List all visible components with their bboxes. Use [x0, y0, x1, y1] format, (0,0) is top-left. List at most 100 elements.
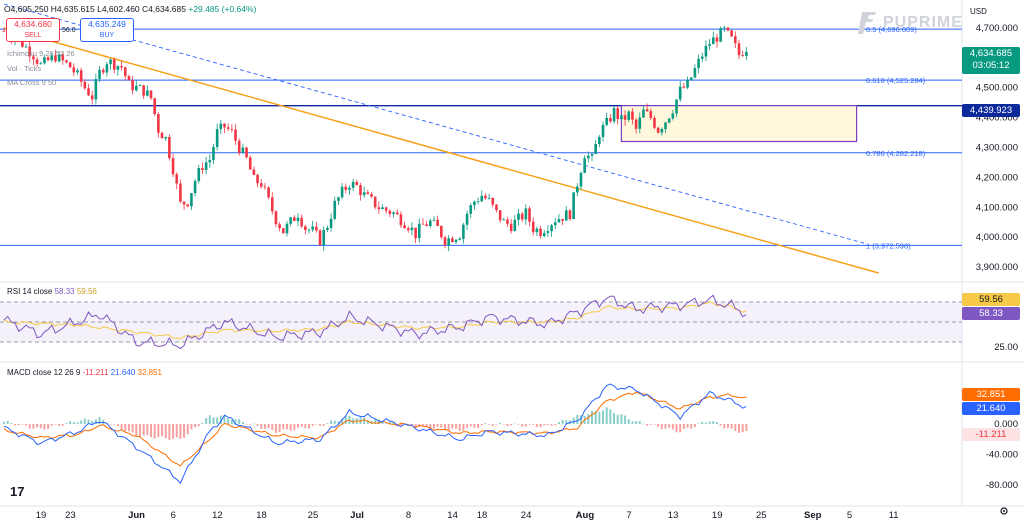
macd-histogram-bar [94, 419, 97, 424]
macd-histogram-bar [72, 422, 75, 424]
macd-histogram-bar [484, 423, 487, 424]
candle-body [362, 192, 366, 196]
candle-body [384, 207, 388, 211]
macd-histogram-bar [194, 424, 197, 428]
macd-histogram-bar [495, 424, 498, 425]
candle-body [708, 44, 711, 46]
candle-body [171, 158, 175, 175]
macd-histogram-bar [54, 424, 57, 425]
buy-label: BUY [99, 32, 115, 39]
macd-histogram-bar [344, 416, 347, 424]
signal-line [3, 391, 747, 467]
macd-histogram-bar [668, 424, 671, 428]
candle-body [83, 81, 87, 89]
candle-body [193, 181, 197, 194]
candle-body [322, 229, 326, 246]
macd-histogram-bar [432, 424, 435, 429]
candle-body [399, 214, 403, 226]
macd-histogram-bar [120, 424, 123, 430]
macd-histogram-bar [613, 413, 616, 424]
candle-body [686, 79, 689, 88]
candle-body [520, 213, 524, 220]
dashed-trendline [3, 3, 865, 244]
candle-body [263, 186, 267, 188]
macd-histogram-bar [256, 424, 259, 426]
candle-body [370, 193, 373, 197]
macd-line-label: 21.640 [110, 368, 136, 377]
candle-body [348, 187, 351, 190]
price-tick-label: 4,100.000 [976, 202, 1018, 213]
candle-body [201, 168, 204, 170]
macd-histogram-bar [638, 421, 641, 424]
macd-histogram-bar [561, 419, 564, 424]
candle-body [723, 27, 726, 29]
macd-histogram-bar [554, 424, 557, 426]
candle-body [745, 51, 748, 56]
macd-histogram-bar [370, 420, 373, 424]
indicator-volume[interactable]: Vol · Ticks [7, 64, 42, 73]
candle-body [498, 210, 502, 221]
candle-body [469, 205, 473, 214]
candle-body [157, 113, 160, 133]
candle-body [373, 196, 377, 208]
candle-body [326, 227, 329, 230]
macd-histogram-bar [138, 424, 141, 438]
candle-body [675, 99, 678, 114]
candle-body [550, 225, 553, 232]
candle-body [627, 111, 631, 120]
candle-body [164, 137, 167, 139]
price-tick-label: 4,700.000 [976, 23, 1018, 34]
macd-histogram-bar [208, 415, 211, 424]
macd-histogram-bar [32, 424, 35, 429]
rsi-tick-label: 25.00 [994, 342, 1018, 353]
candle-body [142, 85, 145, 96]
candle-body [734, 36, 737, 44]
macd-histogram-bar [201, 423, 204, 424]
macd-histogram-bar [161, 424, 164, 437]
macd-histogram-bar [480, 424, 483, 426]
macd-histogram-bar [230, 419, 233, 424]
brand-name: PUPRIME [883, 14, 963, 31]
buy-button[interactable]: 4,635.249 BUY [80, 18, 134, 42]
candle-body [160, 132, 164, 139]
candle-body [513, 219, 517, 231]
candle-body [458, 238, 461, 240]
candle-body [135, 85, 138, 91]
gear-icon[interactable] [999, 506, 1009, 516]
macd-histogram-bar [61, 424, 64, 426]
macd-tick-label: -80.000 [986, 480, 1018, 491]
macd-title: MACD close 12 26 9 -11.211 21.640 32.851 [7, 368, 162, 377]
candle-body [502, 219, 506, 221]
candle-body [645, 109, 649, 112]
macd-histogram-bar [708, 421, 711, 424]
macd-histogram-bar [616, 414, 619, 424]
sell-button[interactable]: 4,634.680 SELL [6, 18, 60, 42]
macd-histogram-bar [660, 424, 663, 430]
candle-body [487, 197, 491, 199]
candle-body [311, 226, 314, 230]
macd-histogram-bar [675, 424, 678, 433]
candle-body [392, 212, 395, 215]
candle-body [473, 201, 476, 206]
candle-body [594, 144, 597, 155]
macd-histogram-bar [657, 424, 660, 427]
indicator-ma-cross[interactable]: MA Cross 9 50 [7, 78, 57, 87]
macd-histogram-bar [263, 424, 266, 429]
candle-body [517, 213, 520, 220]
time-tick-label: 5 [847, 510, 852, 521]
tradingview-logo: 17 [10, 484, 25, 499]
candle-body [212, 146, 215, 160]
macd-histogram-bar [374, 419, 377, 424]
macd-histogram-bar [436, 424, 439, 427]
time-tick-label: 8 [406, 510, 411, 521]
candle-body [131, 79, 134, 91]
macd-histogram-bar [524, 424, 527, 427]
time-tick-label: 18 [256, 510, 267, 521]
candle-body [109, 59, 112, 65]
indicator-ichimoku[interactable]: Ichimoku 9 26 52 26 [7, 49, 75, 58]
currency-label[interactable]: USD [970, 7, 987, 16]
candle-body [476, 201, 480, 203]
candle-body [28, 46, 32, 57]
macd-histogram-bar [557, 422, 560, 424]
